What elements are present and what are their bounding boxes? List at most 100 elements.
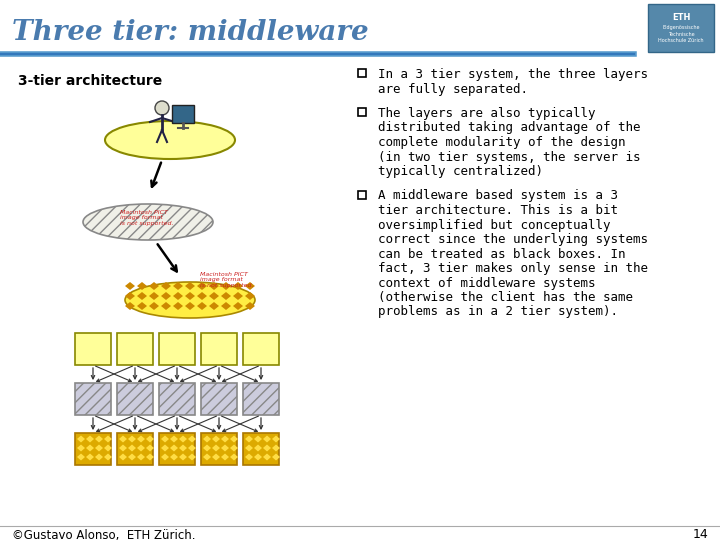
Polygon shape <box>104 435 112 442</box>
Polygon shape <box>95 435 103 442</box>
Polygon shape <box>233 282 243 290</box>
Text: Macintosh PICT
image format
is not supported.: Macintosh PICT image format is not suppo… <box>200 272 253 288</box>
Polygon shape <box>86 454 94 461</box>
Polygon shape <box>179 454 187 461</box>
Bar <box>201 383 237 415</box>
Text: Technische: Technische <box>667 31 694 37</box>
Polygon shape <box>197 302 207 310</box>
Polygon shape <box>128 435 136 442</box>
Polygon shape <box>119 435 127 442</box>
Text: (otherwise the client has the same: (otherwise the client has the same <box>378 291 633 304</box>
Polygon shape <box>170 444 178 451</box>
Polygon shape <box>137 444 145 451</box>
Ellipse shape <box>125 282 255 318</box>
Polygon shape <box>197 282 207 290</box>
Text: ©Gustavo Alonso,  ETH Zürich.: ©Gustavo Alonso, ETH Zürich. <box>12 529 196 540</box>
Polygon shape <box>179 435 187 442</box>
Polygon shape <box>185 292 195 300</box>
Polygon shape <box>173 292 183 300</box>
Text: 3-tier architecture: 3-tier architecture <box>18 74 162 88</box>
Polygon shape <box>230 435 238 442</box>
Polygon shape <box>185 302 195 310</box>
Polygon shape <box>203 454 211 461</box>
Bar <box>243 383 279 415</box>
Polygon shape <box>263 444 271 451</box>
Polygon shape <box>209 302 219 310</box>
Polygon shape <box>245 292 255 300</box>
Polygon shape <box>188 435 196 442</box>
Polygon shape <box>245 302 255 310</box>
Bar <box>75 383 111 415</box>
Text: complete modularity of the design: complete modularity of the design <box>378 136 626 149</box>
Text: can be treated as black boxes. In: can be treated as black boxes. In <box>378 247 626 260</box>
Text: In a 3 tier system, the three layers: In a 3 tier system, the three layers <box>378 68 648 81</box>
Polygon shape <box>146 454 154 461</box>
Circle shape <box>155 101 169 115</box>
Polygon shape <box>125 282 135 290</box>
Bar <box>159 383 195 415</box>
Polygon shape <box>254 435 262 442</box>
Bar <box>358 191 366 199</box>
Polygon shape <box>212 444 220 451</box>
Polygon shape <box>233 292 243 300</box>
Polygon shape <box>212 454 220 461</box>
Polygon shape <box>128 444 136 451</box>
Polygon shape <box>137 292 147 300</box>
Polygon shape <box>209 282 219 290</box>
Polygon shape <box>263 435 271 442</box>
Bar <box>201 333 237 365</box>
Bar <box>201 433 237 465</box>
Polygon shape <box>221 292 231 300</box>
Polygon shape <box>161 454 169 461</box>
Polygon shape <box>137 282 147 290</box>
Text: Hochschule Zürich: Hochschule Zürich <box>658 37 703 43</box>
Text: The layers are also typically: The layers are also typically <box>378 107 595 120</box>
Polygon shape <box>146 444 154 451</box>
Polygon shape <box>77 435 85 442</box>
Polygon shape <box>254 444 262 451</box>
Text: distributed taking advantage of the: distributed taking advantage of the <box>378 122 641 134</box>
Polygon shape <box>245 454 253 461</box>
Polygon shape <box>125 292 135 300</box>
Polygon shape <box>161 282 171 290</box>
Polygon shape <box>128 454 136 461</box>
Polygon shape <box>254 454 262 461</box>
Polygon shape <box>221 454 229 461</box>
Polygon shape <box>188 454 196 461</box>
Polygon shape <box>173 302 183 310</box>
Polygon shape <box>95 444 103 451</box>
Bar <box>243 433 279 465</box>
Polygon shape <box>188 444 196 451</box>
Text: typically centralized): typically centralized) <box>378 165 543 178</box>
Ellipse shape <box>83 204 213 240</box>
Text: 14: 14 <box>692 529 708 540</box>
Text: problems as in a 2 tier system).: problems as in a 2 tier system). <box>378 306 618 319</box>
Text: are fully separated.: are fully separated. <box>378 83 528 96</box>
Text: Three tier: middleware: Three tier: middleware <box>12 18 369 45</box>
Polygon shape <box>119 444 127 451</box>
Bar <box>172 105 194 123</box>
Polygon shape <box>77 454 85 461</box>
Polygon shape <box>245 444 253 451</box>
Polygon shape <box>161 435 169 442</box>
Bar <box>117 383 153 415</box>
Polygon shape <box>245 282 255 290</box>
Polygon shape <box>179 444 187 451</box>
Bar <box>358 108 366 116</box>
Polygon shape <box>149 302 159 310</box>
Polygon shape <box>170 435 178 442</box>
Bar <box>159 333 195 365</box>
Polygon shape <box>119 454 127 461</box>
Polygon shape <box>161 292 171 300</box>
Bar <box>75 333 111 365</box>
Polygon shape <box>86 444 94 451</box>
Polygon shape <box>230 444 238 451</box>
Polygon shape <box>245 435 253 442</box>
Text: Macintosh PICT
image format
is not supported.: Macintosh PICT image format is not suppo… <box>120 210 174 226</box>
Polygon shape <box>149 292 159 300</box>
Polygon shape <box>221 435 229 442</box>
Bar <box>243 333 279 365</box>
Polygon shape <box>77 444 85 451</box>
Polygon shape <box>173 282 183 290</box>
Polygon shape <box>137 435 145 442</box>
